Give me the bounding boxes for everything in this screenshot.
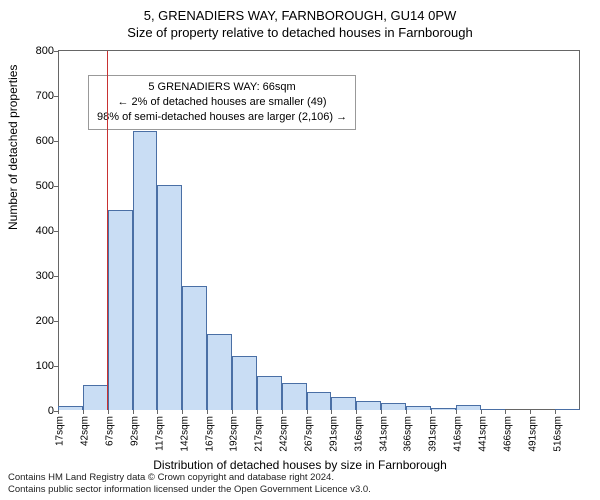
- y-axis-line: [58, 51, 59, 410]
- x-tick-label: 441sqm: [478, 416, 489, 452]
- histogram-bar: [431, 408, 456, 410]
- x-tick-label: 217sqm: [254, 416, 265, 452]
- annotation-line3: 98% of semi-detached houses are larger (…: [97, 110, 347, 125]
- x-tick-mark: [530, 410, 531, 414]
- histogram-bar: [282, 383, 307, 410]
- chart-title-main: 5, GRENADIERS WAY, FARNBOROUGH, GU14 0PW: [0, 0, 600, 23]
- histogram-bar: [83, 385, 108, 410]
- x-tick-label: 341sqm: [378, 416, 389, 452]
- x-tick-mark: [207, 410, 208, 414]
- histogram-bar: [257, 376, 282, 410]
- x-tick-label: 416sqm: [453, 416, 464, 452]
- x-tick-label: 267sqm: [304, 416, 315, 452]
- x-tick-mark: [83, 410, 84, 414]
- histogram-bar: [58, 406, 83, 411]
- histogram-bar: [381, 403, 406, 410]
- chart-plot-area: 5 GRENADIERS WAY: 66sqm ← 2% of detached…: [58, 50, 580, 410]
- histogram-bar: [232, 356, 257, 410]
- x-tick-mark: [356, 410, 357, 414]
- x-tick-mark: [431, 410, 432, 414]
- y-tick-mark: [54, 51, 58, 52]
- x-tick-label: 142sqm: [179, 416, 190, 452]
- histogram-bar: [331, 397, 356, 411]
- x-tick-mark: [381, 410, 382, 414]
- footer-line2: Contains public sector information licen…: [8, 484, 371, 496]
- x-tick-mark: [505, 410, 506, 414]
- x-tick-label: 366sqm: [403, 416, 414, 452]
- x-tick-mark: [232, 410, 233, 414]
- x-tick-label: 466sqm: [502, 416, 513, 452]
- annotation-line1: 5 GRENADIERS WAY: 66sqm: [97, 80, 347, 95]
- x-tick-label: 242sqm: [279, 416, 290, 452]
- x-tick-label: 17sqm: [55, 416, 66, 446]
- x-tick-label: 67sqm: [105, 416, 116, 446]
- x-tick-label: 167sqm: [204, 416, 215, 452]
- annotation-line2: ← 2% of detached houses are smaller (49): [97, 95, 347, 110]
- footer-line1: Contains HM Land Registry data © Crown c…: [8, 472, 371, 484]
- histogram-bar: [307, 392, 332, 410]
- y-tick-mark: [54, 141, 58, 142]
- x-tick-mark: [282, 410, 283, 414]
- x-tick-label: 316sqm: [353, 416, 364, 452]
- histogram-bar: [133, 131, 158, 410]
- histogram-bar: [456, 405, 481, 410]
- x-tick-mark: [331, 410, 332, 414]
- y-tick-mark: [54, 96, 58, 97]
- y-tick-mark: [54, 321, 58, 322]
- x-tick-mark: [406, 410, 407, 414]
- y-axis-label: Number of detached properties: [6, 65, 20, 230]
- histogram-bar: [481, 409, 506, 410]
- histogram-bar: [157, 185, 182, 410]
- x-tick-mark: [133, 410, 134, 414]
- x-tick-label: 117sqm: [154, 416, 165, 451]
- y-tick-mark: [54, 231, 58, 232]
- x-tick-label: 92sqm: [130, 416, 141, 446]
- y-tick-mark: [54, 276, 58, 277]
- chart-container: 5, GRENADIERS WAY, FARNBOROUGH, GU14 0PW…: [0, 0, 600, 500]
- x-tick-label: 391sqm: [428, 416, 439, 452]
- x-tick-mark: [257, 410, 258, 414]
- x-tick-mark: [307, 410, 308, 414]
- y-tick-mark: [54, 186, 58, 187]
- x-tick-label: 192sqm: [229, 416, 240, 452]
- x-tick-label: 291sqm: [328, 416, 339, 452]
- x-tick-mark: [108, 410, 109, 414]
- y-tick-mark: [54, 366, 58, 367]
- histogram-bar: [207, 334, 232, 411]
- histogram-bar: [356, 401, 381, 410]
- x-tick-mark: [456, 410, 457, 414]
- reference-line: [107, 51, 109, 410]
- x-tick-mark: [555, 410, 556, 414]
- x-axis-label: Distribution of detached houses by size …: [0, 458, 600, 472]
- annotation-box: 5 GRENADIERS WAY: 66sqm ← 2% of detached…: [88, 75, 356, 130]
- x-tick-label: 516sqm: [552, 416, 563, 452]
- x-tick-label: 42sqm: [80, 416, 91, 446]
- histogram-bar: [108, 210, 133, 410]
- chart-title-sub: Size of property relative to detached ho…: [0, 23, 600, 40]
- x-tick-mark: [182, 410, 183, 414]
- histogram-bar: [406, 406, 431, 410]
- x-tick-mark: [157, 410, 158, 414]
- x-tick-label: 491sqm: [527, 416, 538, 452]
- histogram-bar: [182, 286, 207, 410]
- footer-attribution: Contains HM Land Registry data © Crown c…: [8, 472, 371, 496]
- x-tick-mark: [481, 410, 482, 414]
- histogram-bar: [555, 409, 580, 410]
- x-tick-mark: [58, 410, 59, 414]
